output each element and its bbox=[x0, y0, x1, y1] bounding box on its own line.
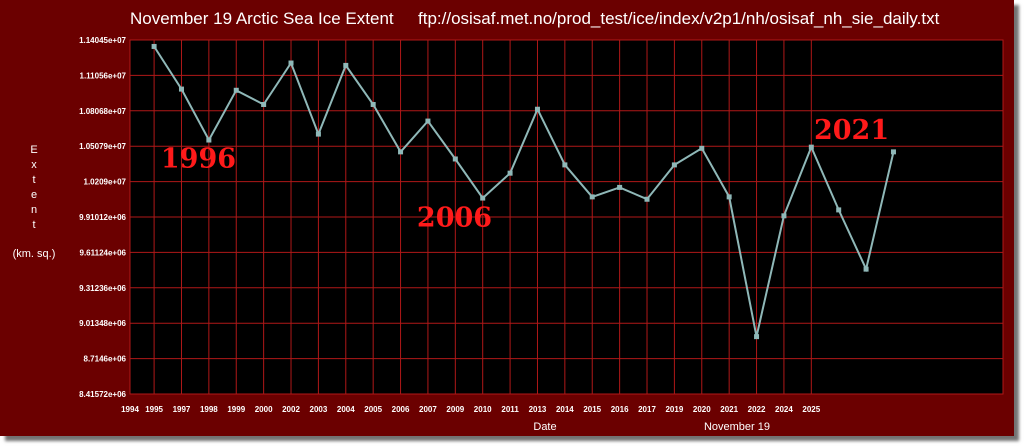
data-point bbox=[425, 118, 431, 124]
annotation-label: 2006 bbox=[417, 202, 492, 233]
x-tick-label: 2009 bbox=[446, 405, 464, 414]
chart-frame: November 19 Arctic Sea Ice Extent ftp://… bbox=[0, 0, 1014, 436]
x-tick-label: 2015 bbox=[583, 405, 601, 414]
x-tick-label: 1999 bbox=[227, 405, 245, 414]
data-point bbox=[206, 137, 212, 143]
y-tick-label: 1.0209e+07 bbox=[84, 178, 127, 187]
chart-source: ftp://osisaf.met.no/prod_test/ice/index/… bbox=[418, 9, 940, 28]
x-tick-label: 2005 bbox=[364, 405, 382, 414]
x-tick-label: 1995 bbox=[145, 405, 163, 414]
data-point bbox=[534, 106, 540, 112]
y-axis-label: Extent bbox=[30, 144, 37, 231]
y-axis-label-char: t bbox=[32, 219, 35, 231]
data-point bbox=[671, 162, 677, 168]
x-tick-label: 1997 bbox=[173, 405, 191, 414]
x-tick-label: 2004 bbox=[337, 405, 355, 414]
x-tick-label: 2002 bbox=[282, 405, 300, 414]
x-tick-label: 1998 bbox=[200, 405, 218, 414]
y-tick-label: 8.41572e+06 bbox=[79, 390, 126, 399]
x-tick-label: 2021 bbox=[720, 405, 738, 414]
x-tick-label: 2019 bbox=[665, 405, 683, 414]
data-point bbox=[261, 101, 267, 107]
data-point bbox=[288, 60, 294, 66]
y-tick-label: 1.11056e+07 bbox=[80, 71, 127, 80]
data-point bbox=[863, 266, 869, 272]
y-tick-label: 8.7146e+06 bbox=[84, 355, 127, 364]
chart-title: November 19 Arctic Sea Ice Extent bbox=[130, 9, 394, 28]
y-tick-label: 9.01348e+06 bbox=[79, 319, 126, 328]
data-point bbox=[699, 145, 705, 151]
x-tick-label: 2016 bbox=[611, 405, 629, 414]
data-point bbox=[890, 149, 896, 155]
data-point bbox=[151, 43, 157, 49]
data-point bbox=[315, 131, 321, 137]
y-tick-label: 1.08068e+07 bbox=[79, 107, 126, 116]
data-point bbox=[343, 62, 349, 68]
x-tick-label: 2003 bbox=[310, 405, 328, 414]
data-point bbox=[370, 101, 376, 107]
data-point bbox=[178, 86, 184, 92]
x-tick-label: 2013 bbox=[529, 405, 547, 414]
data-point bbox=[808, 144, 814, 150]
x-tick-label: 2025 bbox=[802, 405, 820, 414]
y-axis-units: (km. sq.) bbox=[13, 248, 56, 260]
y-tick-label: 9.91012e+06 bbox=[79, 213, 126, 222]
x-tick-label: 2020 bbox=[693, 405, 711, 414]
x-tick-label: 2011 bbox=[501, 405, 519, 414]
data-point bbox=[562, 162, 568, 168]
plot-area: 8.41572e+06 8.7146e+06 9.01348e+06 9.31236e… bbox=[79, 36, 1004, 414]
y-tick-label: 9.31236e+06 bbox=[79, 284, 126, 293]
series-line bbox=[153, 45, 895, 337]
data-point bbox=[507, 170, 513, 176]
data-point bbox=[617, 184, 623, 190]
annotation-label: 1996 bbox=[161, 143, 236, 174]
x-tick-label: 2010 bbox=[474, 405, 492, 414]
data-point bbox=[589, 194, 595, 200]
y-axis-label-char: e bbox=[31, 189, 37, 201]
x-tick-label: 1994 bbox=[121, 405, 139, 414]
x-tick-label: 2024 bbox=[775, 405, 793, 414]
data-point bbox=[644, 196, 650, 202]
x-tick-label: 2014 bbox=[556, 405, 574, 414]
y-axis-label-char: n bbox=[31, 204, 37, 216]
y-axis-label-char: x bbox=[31, 159, 37, 171]
annotation-label: 2021 bbox=[814, 115, 889, 146]
data-point bbox=[233, 87, 239, 93]
y-axis-label-char: E bbox=[30, 144, 37, 156]
x-axis-label: Date bbox=[533, 421, 556, 433]
y-tick-label: 9.61124e+06 bbox=[80, 248, 127, 257]
data-point bbox=[452, 156, 458, 162]
plot-border bbox=[129, 39, 1004, 395]
y-tick-label: 1.05079e+07 bbox=[79, 142, 126, 151]
x-tick-label: 2007 bbox=[419, 405, 437, 414]
x-tick-label: 2017 bbox=[638, 405, 656, 414]
y-axis-label-char: t bbox=[32, 174, 35, 186]
data-point bbox=[398, 149, 404, 155]
x-tick-label: 2006 bbox=[392, 405, 410, 414]
data-point bbox=[836, 207, 842, 213]
x-tick-label: 2000 bbox=[255, 405, 273, 414]
x-tick-label: 2022 bbox=[748, 405, 766, 414]
data-point bbox=[781, 213, 787, 219]
x-axis-sublabel: November 19 bbox=[704, 421, 770, 433]
data-point bbox=[726, 194, 732, 200]
data-point bbox=[754, 334, 760, 340]
y-tick-label: 1.14045e+07 bbox=[79, 36, 126, 45]
data-point bbox=[480, 195, 486, 201]
chart-svg: November 19 Arctic Sea Ice Extent ftp://… bbox=[13, 9, 1004, 433]
